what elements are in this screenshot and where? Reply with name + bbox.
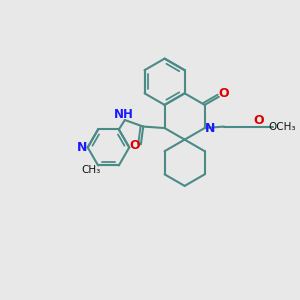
- Text: O: O: [129, 139, 140, 152]
- Text: O: O: [219, 87, 229, 100]
- Text: O: O: [254, 113, 264, 127]
- Text: CH₃: CH₃: [81, 165, 100, 175]
- Text: N: N: [76, 141, 87, 154]
- Text: N: N: [205, 122, 215, 134]
- Text: OCH₃: OCH₃: [268, 122, 296, 132]
- Text: NH: NH: [113, 108, 133, 121]
